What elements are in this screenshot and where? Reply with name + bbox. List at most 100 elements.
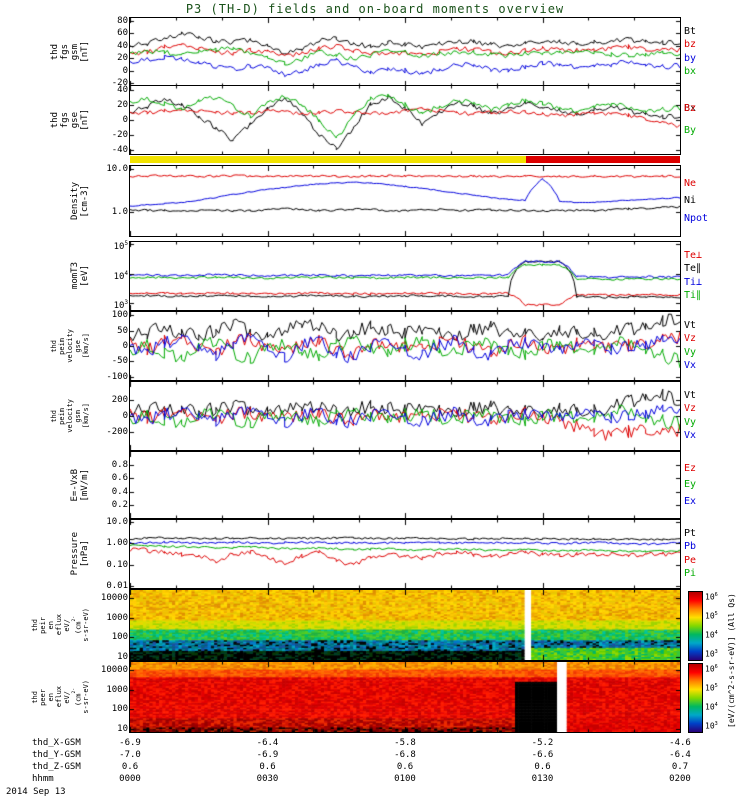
y-axis-label-line: (cm2- <box>71 687 82 707</box>
y-axis-label-line: eV/ <box>62 618 71 632</box>
y-tick-label: 80 <box>117 16 128 27</box>
y-tick-label: 0 <box>122 115 128 125</box>
y-axis-label-line: fgs <box>60 43 70 61</box>
footer-row-label-thd_X-GSM: thd_X-GSM <box>32 738 81 748</box>
legend-vel-gsm-Vz: Vz <box>684 403 697 415</box>
y-axis-label-line: fgs <box>60 111 70 129</box>
y-tick-label: 0 <box>122 411 128 421</box>
y-axis-label-line: thd <box>50 111 60 129</box>
colorbar-tick-label: 104 <box>705 702 718 712</box>
legend-efield-Ey: Ey <box>684 479 697 490</box>
footer-value: -6.6 <box>531 750 554 760</box>
footer-value: 0.6 <box>534 762 551 772</box>
y-tick-label: 10000 <box>100 592 128 603</box>
y-axis-label-line: velocity <box>66 399 74 433</box>
footer-value: -7.0 <box>119 750 141 760</box>
quality-bar-segment-1 <box>526 156 680 163</box>
footer-value: 0000 <box>119 774 141 784</box>
colorbar-tick-label: 105 <box>705 683 718 693</box>
colorbar-tick-label: 106 <box>705 664 718 674</box>
y-tick-label: 1.0 <box>111 207 128 218</box>
legend-density-Npot: Npot <box>684 212 709 224</box>
y-axis-label-line: thd <box>50 409 58 423</box>
plot-canvas-fgs-gsm <box>129 17 681 87</box>
colorbar-tick-label: 104 <box>705 630 718 640</box>
footer-value: -6.4 <box>669 750 691 760</box>
y-tick-label: 100 <box>111 704 128 715</box>
plot-canvas-peir-eflux <box>129 589 681 661</box>
colorbar-unit-label: [eV/(cm^2-s-sr-eV)] (All Qs) <box>727 593 736 729</box>
y-axis-label-momT3: momT3 [eV] <box>0 242 90 310</box>
y-tick-label: 0.6 <box>111 473 128 484</box>
colorbar-tick-label: 105 <box>705 611 718 621</box>
footer-value: 0030 <box>256 774 279 784</box>
legend-pressure-Pe: Pe <box>684 554 697 566</box>
legend-fgs-gsm-bx: bx <box>684 66 697 78</box>
y-tick-label: 0.2 <box>111 499 128 510</box>
legend-pressure-Pi: Pi <box>684 568 697 580</box>
y-axis-label-line: [km/s] <box>82 333 90 359</box>
y-axis-label-peer-eflux: thd peer en eflux eV/(cm2- s-sr-eV) <box>0 662 90 732</box>
y-tick-label: 105 <box>113 241 128 253</box>
y-axis-label-line: gse <box>74 339 82 353</box>
y-axis-label-line: [mV/m] <box>80 468 90 502</box>
y-axis-label-line: gsm <box>74 409 82 423</box>
y-tick-label: 100 <box>111 310 128 321</box>
y-axis-label-line: eflux <box>54 686 63 708</box>
y-tick-label: 200 <box>111 394 128 405</box>
y-tick-label: 104 <box>113 270 128 282</box>
y-axis-label-line: s-sr-eV) <box>82 680 90 714</box>
plot-canvas-peer-eflux <box>129 661 681 733</box>
legend-efield-Ez: Ez <box>684 462 697 474</box>
y-tick-label: 10.0 <box>106 516 128 527</box>
legend-momT3-Ti∥: Ti∥ <box>684 290 702 302</box>
y-axis-label-line: s-sr-eV) <box>82 608 90 642</box>
y-axis-label-line: thd <box>50 339 58 353</box>
y-axis-label-line: velocity <box>66 329 74 363</box>
y-tick-label: 1000 <box>106 612 128 623</box>
y-tick-label: 40 <box>117 84 128 95</box>
y-axis-label-line: peir <box>38 616 47 634</box>
y-axis-label-line: Pressure <box>70 532 80 576</box>
y-axis-label-line: [nPa] <box>80 540 90 568</box>
y-axis-label-line: thd <box>30 618 39 632</box>
legend-vel-gse-Vy: Vy <box>684 346 697 358</box>
legend-fgs-gse-Bz: Bz <box>684 102 697 114</box>
y-tick-label: -20 <box>111 130 128 141</box>
y-axis-label-peir-eflux: thd peir en eflux eV/(cm2- s-sr-eV) <box>0 590 90 660</box>
legend-fgs-gsm-bz: bz <box>684 39 697 51</box>
y-axis-label-line: Density <box>70 182 80 220</box>
legend-vel-gse-Vz: Vz <box>684 333 697 345</box>
legend-vel-gse-Vt: Vt <box>684 319 697 331</box>
y-tick-label: 103 <box>113 300 128 312</box>
footer-value: 0.6 <box>259 762 276 772</box>
legend-vel-gsm-Vy: Vy <box>684 416 697 428</box>
plot-canvas-fgs-gse <box>129 85 681 155</box>
footer-row-label-hhmm: hhmm <box>32 774 54 784</box>
data-quality-bar <box>130 156 680 163</box>
y-axis-label-line: [nT] <box>80 109 90 131</box>
footer-value: 0200 <box>669 774 691 784</box>
footer-value: 0.6 <box>121 762 139 772</box>
y-axis-label-line: [eV] <box>80 265 90 287</box>
y-axis-label-vel-gse: thd peim velocity gse [km/s] <box>0 312 90 380</box>
y-axis-label-vel-gsm: thd peim velocity gsm [km/s] <box>0 382 90 450</box>
legend-fgs-gse-Bx: Bx <box>684 102 697 114</box>
footer-row-label-thd_Z-GSM: thd_Z-GSM <box>32 762 81 772</box>
y-axis-label-line: thd <box>30 690 39 704</box>
y-tick-label: 0.4 <box>111 486 128 497</box>
legend-vel-gse-Vx: Vx <box>684 360 697 372</box>
footer-value: 0.6 <box>396 762 414 772</box>
y-axis-label-pressure: Pressure [nPa] <box>0 520 90 588</box>
y-axis-label-line: peer <box>38 688 47 706</box>
footer-value: -6.9 <box>119 738 141 748</box>
y-axis-label-line: momT3 <box>70 262 80 290</box>
y-axis-label-line: en <box>46 692 55 702</box>
footer-value: 0130 <box>531 774 554 784</box>
legend-vel-gsm-Vx: Vx <box>684 430 697 442</box>
y-axis-label-density: Density [cm-3] <box>0 166 90 236</box>
y-tick-label: 100 <box>111 632 128 643</box>
y-axis-label-line: eV/ <box>62 690 71 704</box>
legend-momT3-Ti⊥: Ti⊥ <box>684 276 703 288</box>
